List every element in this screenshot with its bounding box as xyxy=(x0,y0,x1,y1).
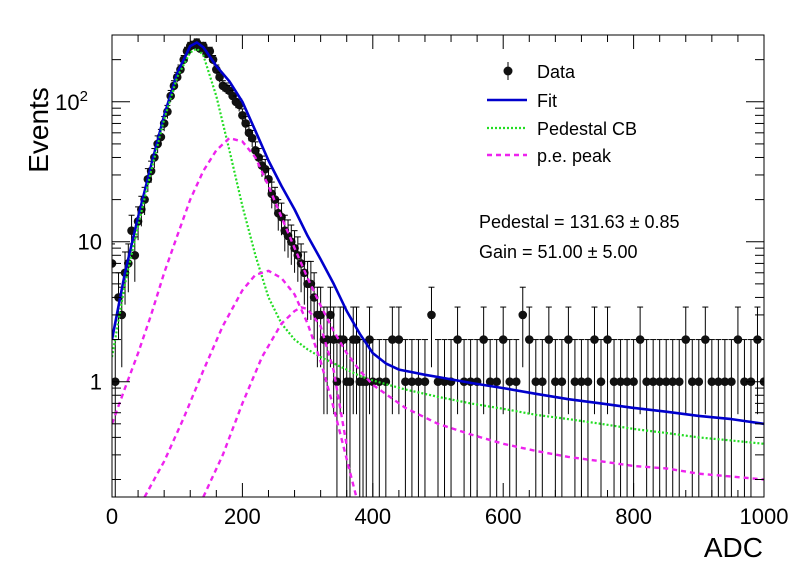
data-point xyxy=(603,335,612,344)
data-point xyxy=(616,377,625,386)
x-tick-label: 800 xyxy=(615,504,652,529)
data-point xyxy=(590,335,599,344)
data-point xyxy=(661,377,671,386)
data-point xyxy=(538,377,547,386)
data-point xyxy=(740,377,749,386)
data-point xyxy=(524,335,534,344)
data-point xyxy=(352,335,361,344)
y-tick-label: 102 xyxy=(55,88,88,115)
data-point xyxy=(674,377,684,386)
data-point xyxy=(420,377,430,386)
curve-pedestal-cb xyxy=(112,47,764,445)
axis-layer: 0 200 400 600 800 1000 1 10 102 xyxy=(55,34,789,529)
data-point xyxy=(401,377,410,386)
data-point xyxy=(648,377,658,386)
legend-symbol-data xyxy=(503,66,513,76)
y-tick-label: 1 xyxy=(90,370,102,395)
data-point xyxy=(453,335,462,344)
data-point xyxy=(557,377,567,386)
data-point xyxy=(326,310,335,320)
curve-fit xyxy=(112,41,764,426)
data-point xyxy=(551,377,560,386)
x-tick-label: 400 xyxy=(354,504,391,529)
x-tick-label: 0 xyxy=(106,504,118,529)
y-axis-title: Events xyxy=(23,87,54,173)
data-point xyxy=(681,335,691,344)
data-point xyxy=(720,377,730,386)
data-point xyxy=(518,310,528,320)
data-point xyxy=(531,377,541,386)
data-point xyxy=(655,377,664,386)
data-layer xyxy=(112,38,764,497)
data-point xyxy=(642,377,651,386)
plot-frame xyxy=(111,34,765,498)
data-point xyxy=(577,377,586,386)
data-point xyxy=(427,310,436,320)
data-point xyxy=(622,377,632,386)
x-tick-label: 200 xyxy=(224,504,261,529)
data-point xyxy=(570,377,580,386)
curve-p-e-peak-2 xyxy=(143,269,358,497)
data-point xyxy=(254,153,263,162)
data-point xyxy=(485,377,495,386)
data-point xyxy=(414,377,423,386)
data-point xyxy=(629,377,638,386)
data-point xyxy=(668,377,678,386)
annotation-gain: Gain = 51.00 ± 5.00 xyxy=(479,242,638,262)
x-tick-label: 600 xyxy=(485,504,522,529)
data-point xyxy=(694,377,704,386)
data-point xyxy=(544,335,554,344)
data-point xyxy=(596,377,606,386)
y-tick-label: 10 xyxy=(78,230,102,255)
data-point xyxy=(635,335,645,344)
data-point xyxy=(215,72,224,82)
data-point xyxy=(498,335,508,344)
data-point xyxy=(701,335,710,344)
data-point xyxy=(316,310,325,320)
data-point xyxy=(492,377,501,386)
data-point xyxy=(727,377,736,386)
data-point xyxy=(238,111,247,120)
curve-p-e-peak-3 xyxy=(202,306,348,497)
data-point xyxy=(505,377,515,386)
data-point xyxy=(247,133,257,143)
legend-label-data: Data xyxy=(537,62,576,82)
legend: Data Fit Pedestal CB p.e. peak xyxy=(487,62,637,166)
data-point xyxy=(733,335,743,344)
data-point xyxy=(388,335,397,344)
data-point xyxy=(329,335,338,344)
data-point xyxy=(564,335,573,344)
x-tick-label: 1000 xyxy=(740,504,789,529)
data-point xyxy=(365,335,374,344)
data-point xyxy=(345,377,355,386)
curve-layer xyxy=(112,41,764,497)
data-point xyxy=(234,100,244,110)
data-point xyxy=(714,377,723,386)
data-point xyxy=(407,377,417,386)
data-point xyxy=(609,377,619,386)
data-point xyxy=(381,377,391,386)
data-point xyxy=(707,377,717,386)
data-point xyxy=(339,335,348,344)
x-axis-title: ADC xyxy=(704,532,763,563)
data-point xyxy=(260,164,270,174)
curve-p-e-peak-1 xyxy=(112,136,764,481)
data-point xyxy=(583,377,593,386)
data-point xyxy=(479,335,488,344)
legend-label-pedestal-cb: Pedestal CB xyxy=(537,119,637,139)
annotation-pedestal: Pedestal = 131.63 ± 0.85 xyxy=(479,212,680,232)
data-point xyxy=(687,377,697,386)
data-point xyxy=(433,377,443,386)
data-point xyxy=(368,377,378,386)
data-point xyxy=(394,335,404,344)
legend-label-fit: Fit xyxy=(537,91,557,111)
legend-label-pe-peak: p.e. peak xyxy=(537,146,612,166)
data-point xyxy=(511,377,521,386)
